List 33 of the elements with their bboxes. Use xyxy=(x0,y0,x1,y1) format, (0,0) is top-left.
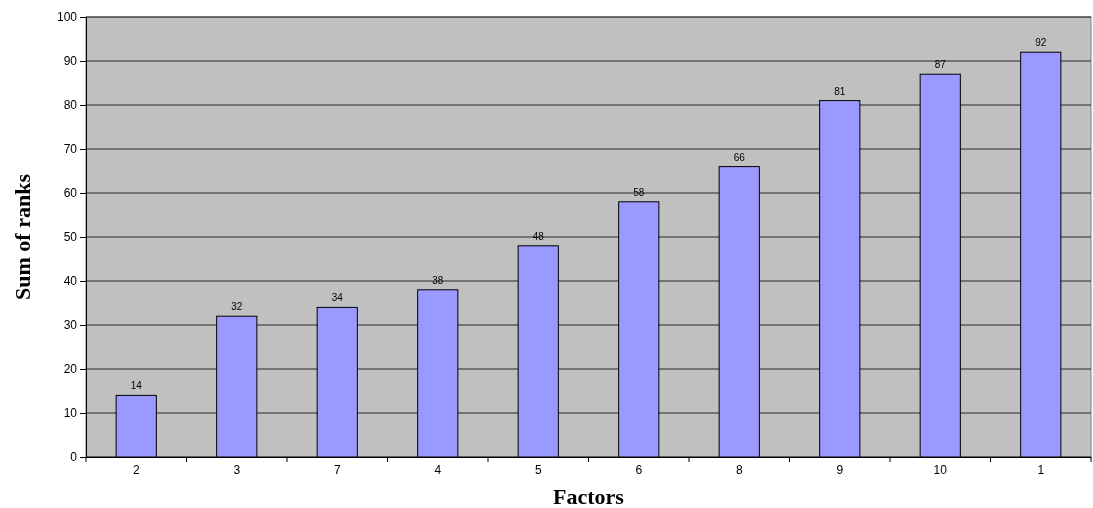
data-label: 34 xyxy=(331,292,344,304)
y-tick-label: 90 xyxy=(63,54,78,69)
data-label: 48 xyxy=(532,230,545,242)
data-label: 32 xyxy=(231,301,243,313)
data-label: 92 xyxy=(1035,37,1047,49)
y-tick-label: 30 xyxy=(63,318,78,333)
y-tick-label: 50 xyxy=(63,230,78,245)
y-tick-label: 0 xyxy=(70,450,78,465)
data-label: 87 xyxy=(934,59,947,71)
y-axis-title: Sum of ranks xyxy=(10,173,35,300)
y-tick-label: 80 xyxy=(63,98,78,113)
x-tick-label: 6 xyxy=(635,462,643,477)
data-label: 66 xyxy=(733,151,746,163)
data-label: 58 xyxy=(633,186,645,198)
y-tick-label: 70 xyxy=(63,142,78,157)
x-axis-title: Factors xyxy=(553,484,625,508)
x-tick-label: 9 xyxy=(836,462,844,477)
data-label: 81 xyxy=(834,85,846,97)
x-tick-label: 1 xyxy=(1037,462,1045,477)
y-tick-label: 10 xyxy=(63,406,78,421)
x-tick-label: 3 xyxy=(233,462,241,477)
y-tick-label: 100 xyxy=(56,10,78,25)
y-tick-label: 20 xyxy=(63,362,78,377)
y-tick-label: 60 xyxy=(63,186,78,201)
data-label: 38 xyxy=(432,274,444,286)
y-tick-label: 40 xyxy=(63,274,78,289)
x-tick-label: 2 xyxy=(132,462,140,477)
x-tick-label: 4 xyxy=(434,462,442,477)
x-tick-label: 7 xyxy=(333,462,341,477)
x-tick-label: 5 xyxy=(534,462,542,477)
data-label: 14 xyxy=(130,380,143,392)
x-tick-label: 10 xyxy=(933,462,948,477)
x-tick-label: 8 xyxy=(735,462,743,477)
